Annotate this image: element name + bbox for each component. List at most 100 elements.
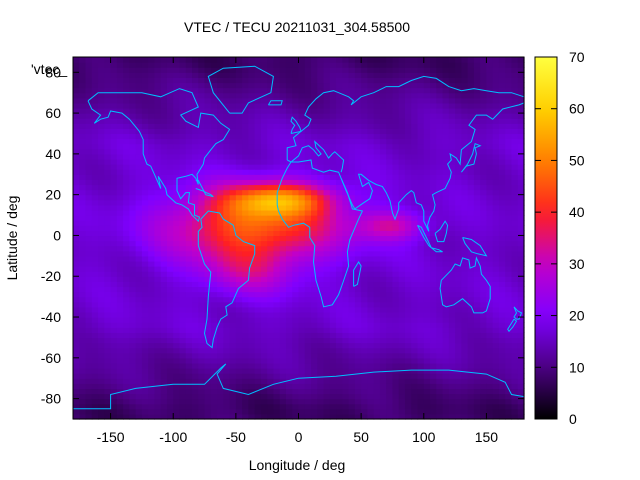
heat-cell <box>116 408 124 415</box>
heat-cell <box>379 235 387 242</box>
heat-cell <box>110 67 118 73</box>
heat-cell <box>505 276 513 282</box>
heat-cell <box>292 311 300 318</box>
heat-cell <box>392 174 400 180</box>
heat-cell <box>173 357 181 364</box>
heat-cell <box>204 357 212 364</box>
heat-cell <box>248 378 256 384</box>
heat-cell <box>329 220 337 226</box>
heat-cell <box>404 317 412 323</box>
heat-cell <box>329 133 337 140</box>
heat-cell <box>129 57 137 63</box>
heat-cell <box>192 209 199 216</box>
heat-cell <box>260 57 268 63</box>
heat-cell <box>235 337 243 344</box>
heat-cell <box>467 337 475 344</box>
heat-cell <box>323 123 331 129</box>
heat-cell <box>448 260 456 267</box>
heat-cell <box>342 118 350 124</box>
heat-cell <box>160 306 168 313</box>
heat-cell <box>110 169 118 175</box>
heat-cell <box>423 87 431 94</box>
heat-cell <box>442 281 450 288</box>
heat-cell <box>192 184 199 191</box>
heat-cell <box>248 77 256 84</box>
heat-cell <box>79 260 87 267</box>
heat-cell <box>411 373 419 379</box>
heat-cell <box>442 362 450 369</box>
heat-cell <box>311 174 318 180</box>
heat-cell <box>129 123 137 129</box>
heat-cell <box>386 169 394 175</box>
heat-cell <box>98 260 105 267</box>
heat-cell <box>248 164 256 170</box>
heat-cell <box>436 413 444 420</box>
heat-cell <box>455 123 462 129</box>
heat-cell <box>505 148 513 155</box>
heat-cell <box>148 373 156 379</box>
heat-cell <box>417 138 425 145</box>
heat-cell <box>498 169 506 175</box>
heat-cell <box>480 408 488 415</box>
heat-cell <box>336 260 343 267</box>
heat-cell <box>260 133 268 140</box>
heat-cell <box>192 317 199 323</box>
heat-cell <box>235 291 243 298</box>
heat-cell <box>323 362 331 369</box>
heat-cell <box>492 204 500 211</box>
heat-cell <box>323 373 331 379</box>
heat-cell <box>498 311 506 318</box>
heat-cell <box>379 317 387 323</box>
heat-cell <box>173 408 181 415</box>
heat-cell <box>436 179 444 186</box>
heat-cell <box>98 194 105 201</box>
heat-cell <box>198 250 206 257</box>
heat-cell <box>91 362 99 369</box>
heat-cell <box>298 143 306 150</box>
heat-cell <box>304 368 312 374</box>
heat-cell <box>386 276 394 282</box>
heat-cell <box>411 87 419 94</box>
heat-cell <box>423 128 431 135</box>
heat-cell <box>498 189 506 196</box>
heat-cell <box>329 153 337 160</box>
heat-cell <box>467 260 475 267</box>
heat-cell <box>304 296 312 303</box>
heat-cell <box>166 158 174 165</box>
heat-cell <box>148 220 156 226</box>
heat-cell <box>455 373 462 379</box>
heat-cell <box>204 62 212 68</box>
heat-cell <box>279 403 287 410</box>
heat-cell <box>455 153 462 160</box>
heat-cell <box>430 291 437 298</box>
heat-cell <box>260 62 268 68</box>
heat-cell <box>292 368 300 374</box>
heat-cell <box>148 408 156 415</box>
heat-cell <box>304 317 312 323</box>
heat-cell <box>91 148 99 155</box>
heat-cell <box>354 113 362 119</box>
heat-cell <box>342 62 350 68</box>
heat-cell <box>304 352 312 359</box>
heat-cell <box>373 174 381 180</box>
heat-cell <box>336 317 343 323</box>
heat-cell <box>192 352 199 359</box>
heat-cell <box>411 230 419 237</box>
heat-cell <box>505 408 513 415</box>
heat-cell <box>498 204 506 211</box>
heat-cell <box>98 62 105 68</box>
heat-cell <box>298 72 306 78</box>
heat-cell <box>292 82 300 89</box>
heat-cell <box>279 393 287 400</box>
heat-cell <box>455 97 462 104</box>
heat-cell <box>467 77 475 84</box>
heat-cell <box>148 266 156 272</box>
heat-cell <box>486 260 494 267</box>
heat-cell <box>98 276 105 282</box>
heat-cell <box>292 102 300 109</box>
heat-cell <box>179 199 187 206</box>
heat-cell <box>279 276 287 282</box>
heat-cell <box>110 194 118 201</box>
heat-cell <box>248 352 256 359</box>
heat-cell <box>379 342 387 349</box>
